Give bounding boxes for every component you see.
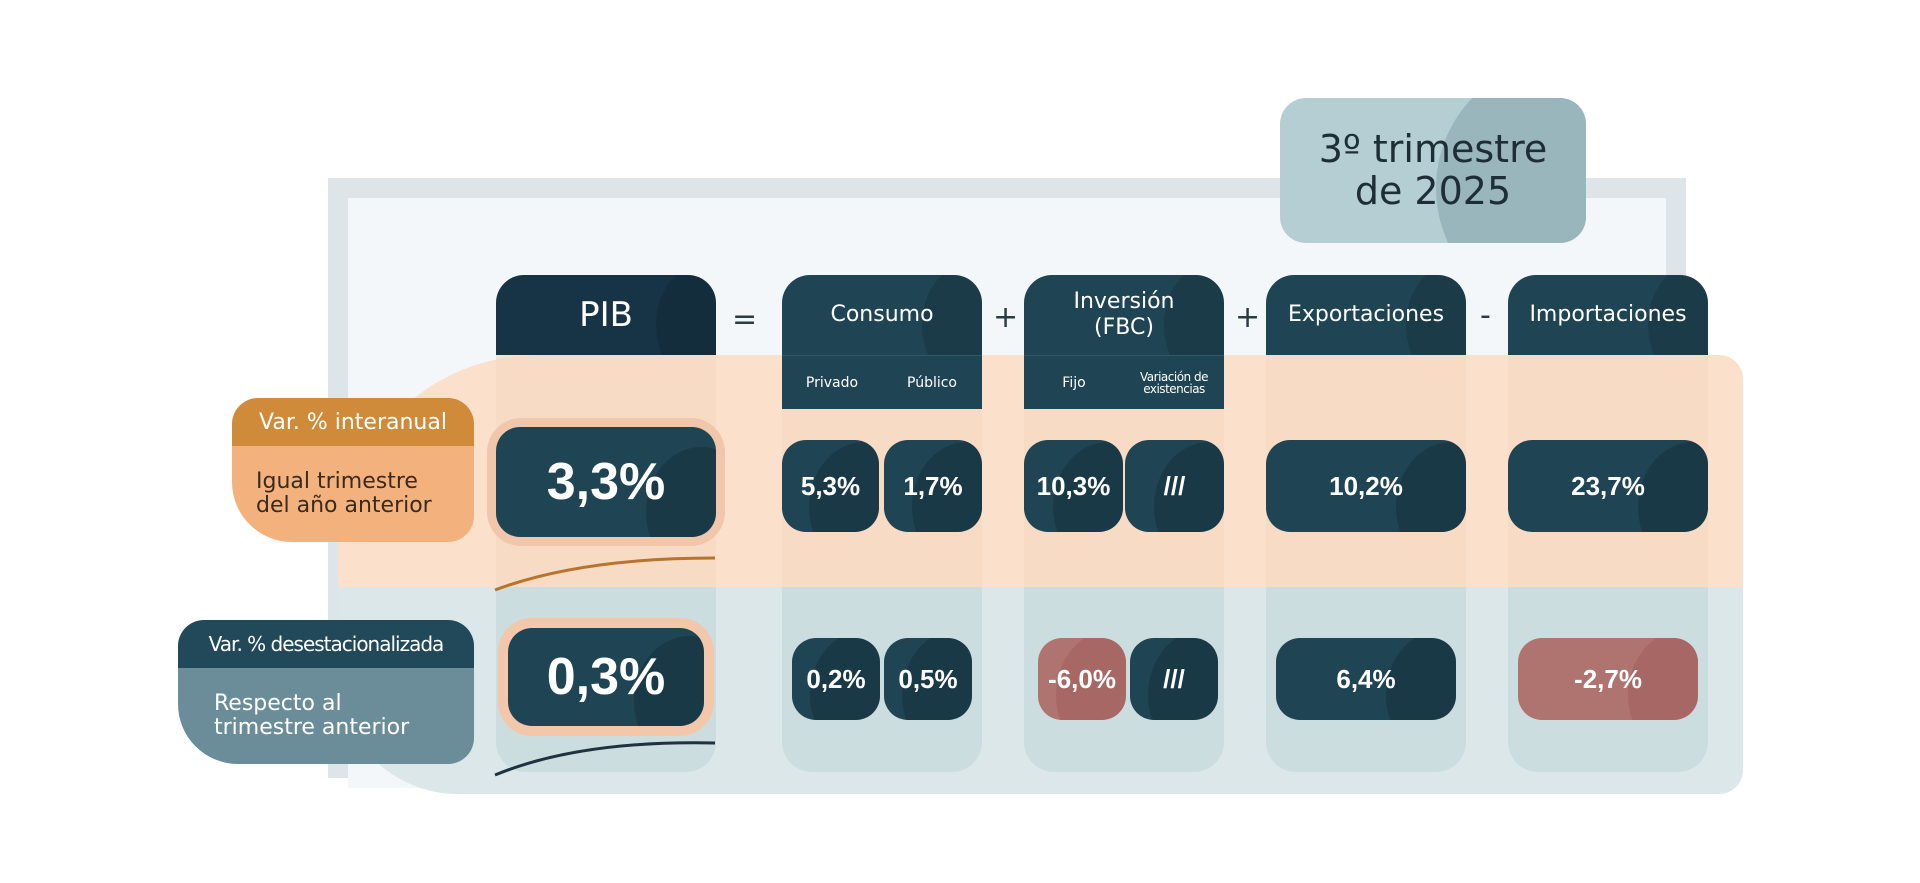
minus-operator: - <box>1480 298 1491 333</box>
fijo-interanual-text: 10,3% <box>1036 470 1111 501</box>
fijo-label: Fijo <box>1062 374 1086 391</box>
variacion-existencias-label: Variación de existencias <box>1124 356 1224 409</box>
desestacionalizada-desc-line1: Respecto al <box>214 690 342 716</box>
inversion-header-line2: (FBC) <box>1094 315 1154 340</box>
exportaciones-header: Exportaciones <box>1266 275 1466 355</box>
interanual-desc-line1: Igual trimestre <box>256 468 418 494</box>
inversion-header: Inversión (FBC) <box>1024 275 1224 355</box>
variacion-desestacionalizada-value: /// <box>1130 638 1218 720</box>
inversion-header-line1: Inversión <box>1073 288 1175 314</box>
consumo-header-label: Consumo <box>830 301 934 327</box>
privado-desestacionalizada-value: 0,2% <box>792 638 880 720</box>
variacion-line1: Variación de <box>1140 369 1208 384</box>
importaciones-interanual-value: 23,7% <box>1508 440 1708 532</box>
orange-decorative-curve <box>494 556 716 592</box>
exportaciones-desestacionalizada-value: 6,4% <box>1276 638 1456 720</box>
desestacionalizada-row-title: Var. % desestacionalizada <box>178 620 474 668</box>
importaciones-header: Importaciones <box>1508 275 1708 355</box>
inversion-subheader: Fijo Variación de existencias <box>1024 355 1224 409</box>
publico-label: Público <box>907 374 957 391</box>
privado-desestacionalizada-text: 0,2% <box>806 663 866 694</box>
period-title-badge: 3º trimestre de 2025 <box>1280 98 1586 243</box>
privado-interanual-text: 5,3% <box>800 470 861 501</box>
dark-decorative-curve <box>494 741 716 777</box>
exportaciones-interanual-text: 10,2% <box>1329 470 1403 501</box>
plus-operator-2: + <box>1235 300 1261 335</box>
pib-desestacionalizada-text: 0,3% <box>546 648 666 706</box>
interanual-row-title: Var. % interanual <box>232 398 474 446</box>
desestacionalizada-desc-line2: trimestre anterior <box>214 715 410 740</box>
period-title-line1: 3º trimestre <box>1318 126 1548 171</box>
variacion-interanual-text: /// <box>1163 470 1186 501</box>
importaciones-interanual-text: 23,7% <box>1571 470 1645 501</box>
importaciones-header-label: Importaciones <box>1529 301 1687 327</box>
consumo-header: Consumo <box>782 275 982 355</box>
pib-header: PIB <box>496 275 716 355</box>
pib-header-label: PIB <box>579 295 633 335</box>
desestacionalizada-row-description: Respecto al trimestre anterior <box>178 668 474 764</box>
publico-interanual-text: 1,7% <box>903 470 963 501</box>
period-title-line2: de 2025 <box>1354 168 1512 213</box>
exportaciones-interanual-value: 10,2% <box>1266 440 1466 532</box>
publico-desestacionalizada-value: 0,5% <box>884 638 972 720</box>
importaciones-desestacionalizada-value: -2,7% <box>1518 638 1698 720</box>
fijo-interanual-value: 10,3% <box>1024 440 1123 532</box>
privado-interanual-value: 5,3% <box>782 440 879 532</box>
consumo-subheader: Privado Público <box>782 355 982 409</box>
variacion-desestacionalizada-text: /// <box>1163 663 1185 694</box>
interanual-row-description: Igual trimestre del año anterior <box>232 446 474 542</box>
privado-label: Privado <box>805 374 859 391</box>
pib-interanual-value: 3,3% <box>496 427 716 537</box>
interanual-desc-line2: del año anterior <box>256 493 432 518</box>
plus-operator-1: + <box>993 300 1019 335</box>
equals-operator: = <box>732 302 758 337</box>
exportaciones-header-label: Exportaciones <box>1287 301 1445 327</box>
publico-interanual-value: 1,7% <box>884 440 982 532</box>
pib-interanual-text: 3,3% <box>546 453 666 511</box>
publico-desestacionalizada-text: 0,5% <box>898 663 958 694</box>
fijo-desestacionalizada-text: -6,0% <box>1048 663 1116 694</box>
variacion-interanual-value: /// <box>1125 440 1224 532</box>
fijo-desestacionalizada-value: -6,0% <box>1038 638 1126 720</box>
exportaciones-desestacionalizada-text: 6,4% <box>1336 663 1396 694</box>
importaciones-desestacionalizada-text: -2,7% <box>1574 663 1642 694</box>
pib-desestacionalizada-value: 0,3% <box>508 628 704 726</box>
variacion-line2: existencias <box>1143 381 1205 396</box>
